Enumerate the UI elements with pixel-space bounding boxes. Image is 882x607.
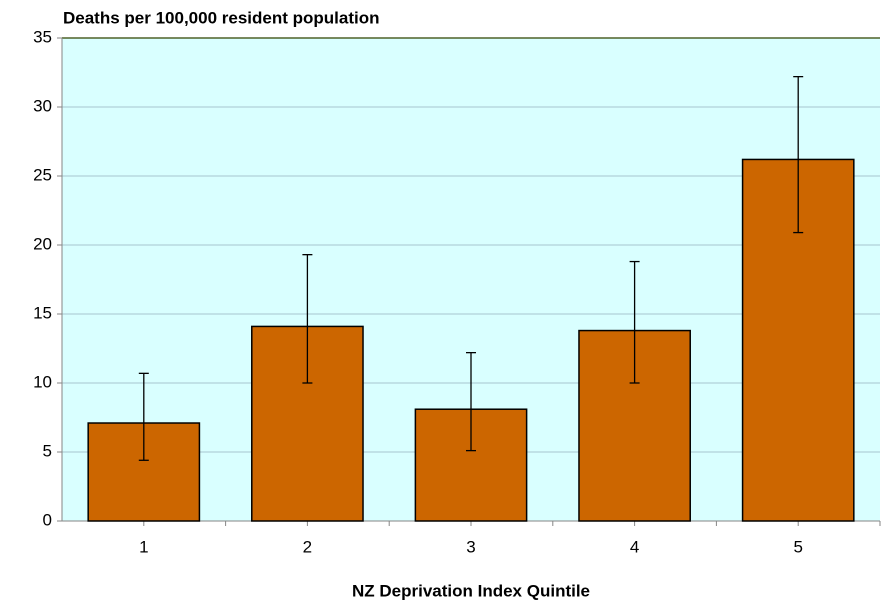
x-tick-label: 5 <box>793 537 802 556</box>
y-tick-label: 20 <box>33 234 52 253</box>
x-tick-label: 2 <box>303 537 312 556</box>
x-tick-label: 1 <box>139 537 148 556</box>
y-tick-label: 35 <box>33 27 52 46</box>
x-tick-label: 3 <box>466 537 475 556</box>
y-tick-label: 5 <box>43 441 52 460</box>
chart-title: Deaths per 100,000 resident population <box>63 8 379 27</box>
y-tick-label: 30 <box>33 96 52 115</box>
y-tick-label: 15 <box>33 303 52 322</box>
x-tick-label: 4 <box>630 537 639 556</box>
y-tick-label: 0 <box>43 510 52 529</box>
x-axis-title: NZ Deprivation Index Quintile <box>352 581 590 600</box>
y-tick-label: 10 <box>33 372 52 391</box>
y-tick-label: 25 <box>33 165 52 184</box>
